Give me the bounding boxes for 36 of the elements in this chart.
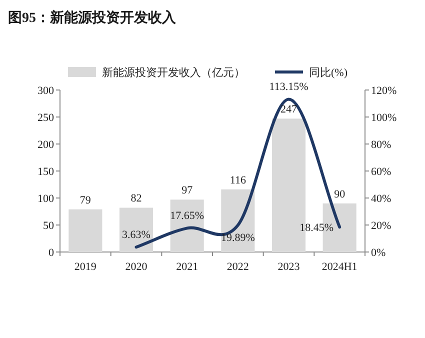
y-tick-label: 50 <box>43 220 54 232</box>
y2-tick-label: 0% <box>371 247 386 259</box>
data-label: 19.89% <box>220 232 255 244</box>
data-label: 3.63% <box>122 229 150 242</box>
y-tick-label: 250 <box>38 112 54 124</box>
legend-label: 新能源投资开发收入（亿元） <box>102 66 245 79</box>
data-label: 113.15% <box>269 81 308 94</box>
y-tick-label: 100 <box>38 193 54 205</box>
data-label: 247 <box>280 104 298 116</box>
x-tick-label: 2023 <box>278 261 300 273</box>
data-label: 17.65% <box>170 210 204 222</box>
y-tick-label: 150 <box>38 166 54 178</box>
y2-tick-label: 20% <box>371 220 392 232</box>
data-label: 82 <box>130 192 142 205</box>
y2-tick-label: 40% <box>371 193 392 205</box>
legend-label: 同比(%) <box>309 66 348 79</box>
x-tick-label: 2020 <box>125 261 148 273</box>
x-tick-label: 2022 <box>226 261 249 273</box>
x-tick-label: 2019 <box>74 261 97 273</box>
x-tick-label: 2024H1 <box>322 261 358 273</box>
chart-title: 图95：新能源投资开发收入 <box>8 9 177 26</box>
data-label: 90 <box>334 188 346 200</box>
y2-tick-label: 100% <box>371 112 397 124</box>
y2-tick-label: 120% <box>371 85 397 97</box>
data-label: 79 <box>80 194 92 206</box>
bar <box>119 208 154 252</box>
data-label: 97 <box>182 184 194 197</box>
y-tick-label: 0 <box>48 247 54 259</box>
y-tick-label: 200 <box>38 139 54 151</box>
data-label: 116 <box>230 174 246 186</box>
data-label: 18.45% <box>300 222 334 234</box>
y2-tick-label: 80% <box>371 139 392 151</box>
y-tick-label: 300 <box>38 85 54 97</box>
x-tick-label: 2021 <box>176 261 198 273</box>
bar <box>68 209 102 252</box>
y2-tick-label: 60% <box>371 166 392 178</box>
